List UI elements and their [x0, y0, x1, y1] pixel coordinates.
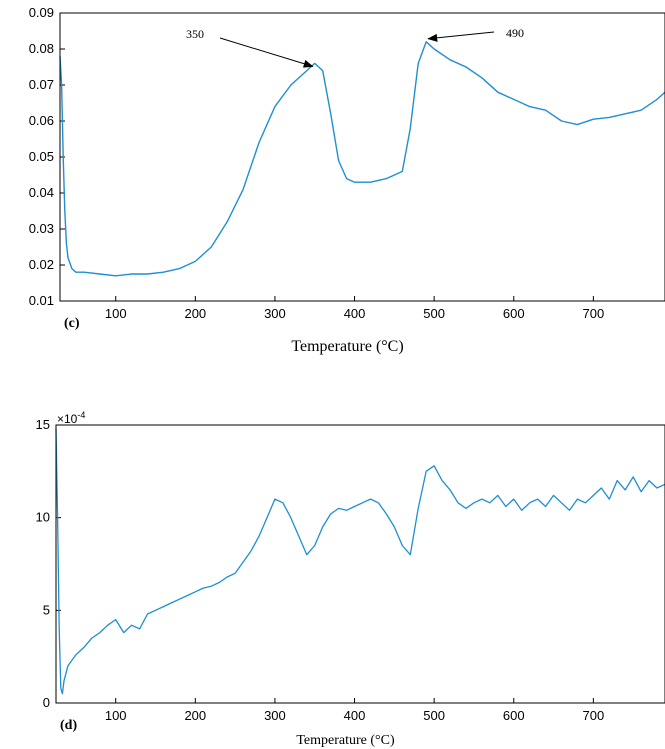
- panel-c-frame: [59, 12, 665, 302]
- panel-c-x-axis: 100 200 300 400 500 600 700: [105, 296, 604, 321]
- panel-d-frame: [55, 424, 665, 704]
- x-tick-label: 600: [503, 708, 525, 723]
- y-tick-label: 0.03: [29, 221, 54, 236]
- y-tick-label: 15: [36, 417, 50, 432]
- x-tick-label: 400: [344, 708, 366, 723]
- panel-d-multiplier-base: ×10: [57, 412, 78, 426]
- annotation-350: 350: [186, 27, 204, 41]
- y-tick-label: 0.01: [29, 293, 54, 308]
- panel-c-label: (c): [64, 316, 80, 331]
- x-tick-label: 400: [344, 306, 366, 321]
- panel-c-series-line: [59, 41, 665, 277]
- panel-c-annotations: 350 490: [186, 26, 524, 68]
- panel-c-y-axis: 0.01 0.02 0.03 0.04 0.05 0.06 0.07 0.08 0.09: [29, 5, 65, 308]
- y-tick-label: 0: [43, 695, 50, 710]
- panel-d-multiplier-exponent: -4: [77, 410, 85, 420]
- x-tick-label: 500: [423, 306, 445, 321]
- y-tick-label: 0.08: [29, 41, 54, 56]
- x-tick-label: 700: [583, 708, 605, 723]
- y-tick-label: 0.02: [29, 257, 54, 272]
- annotation-490-arrow: [427, 31, 495, 42]
- panel-d-x-axis-label: Temperature (°C): [296, 733, 395, 748]
- y-tick-label: 0.04: [29, 185, 54, 200]
- y-tick-label: 0.07: [29, 77, 54, 92]
- annotation-350-arrow: [219, 37, 314, 68]
- panel-d-label: (d): [60, 718, 77, 733]
- x-tick-label: 200: [184, 708, 206, 723]
- y-tick-label: 0.06: [29, 113, 54, 128]
- x-tick-label: 100: [105, 708, 127, 723]
- x-tick-label: 200: [184, 306, 206, 321]
- panel-d-x-axis: 100 200 300 400 500 600 700: [105, 698, 604, 723]
- x-tick-label: 600: [503, 306, 525, 321]
- y-tick-label: 0.05: [29, 149, 54, 164]
- x-tick-label: 300: [264, 306, 286, 321]
- x-tick-label: 500: [423, 708, 445, 723]
- panel-d-series-line: [55, 428, 665, 695]
- y-tick-label: 5: [43, 602, 50, 617]
- panel-d: 0 5 10 15 100 200 300 400 500 600 700 (d) Tempera…: [36, 410, 665, 748]
- panel-d-y-multiplier: ×10-4: [57, 410, 85, 426]
- panel-d-y-axis: 0 5 10 15: [36, 417, 61, 710]
- y-tick-label: 0.09: [29, 5, 54, 20]
- y-tick-label: 10: [36, 510, 50, 525]
- annotation-490: 490: [506, 26, 524, 40]
- x-tick-label: 100: [105, 306, 127, 321]
- x-tick-label: 700: [583, 306, 605, 321]
- panel-c-x-axis-label: Temperature (°C): [291, 338, 403, 355]
- x-tick-label: 300: [264, 708, 286, 723]
- panel-c: 0.01 0.02 0.03 0.04 0.05 0.06 0.07 0.08 0.09 100…: [29, 5, 665, 355]
